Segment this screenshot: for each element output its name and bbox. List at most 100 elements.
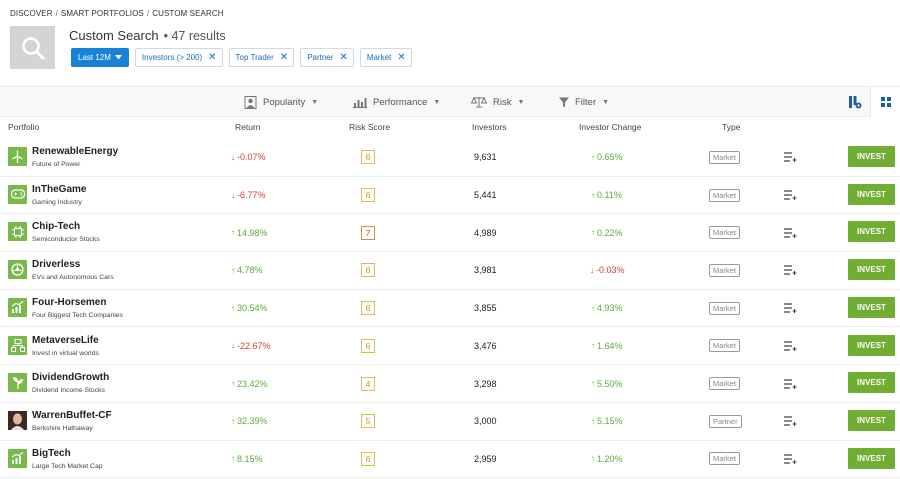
close-icon[interactable]: ✕ [279, 51, 289, 63]
investor-change-value: 0.65% [597, 152, 623, 163]
breadcrumb-discover[interactable]: DISCOVER [10, 9, 53, 18]
type-cell: Market [709, 214, 740, 251]
list-add-icon [784, 152, 797, 163]
portfolio-name[interactable]: InTheGame [32, 183, 87, 195]
filter-chip-label: Partner [307, 53, 334, 62]
risk-score-cell: 7 [361, 214, 375, 251]
table-row[interactable]: Four-Horsemen Four Biggest Tech Companie… [0, 290, 900, 328]
column-header-investor-change[interactable]: Investor Change [579, 122, 642, 132]
type-badge: Market [709, 226, 740, 240]
investor-change-value: 0.22% [597, 227, 623, 238]
portfolio-name[interactable]: Four-Horsemen [32, 296, 107, 308]
table-row[interactable]: InTheGame Gaming Industry ↓ -6.77% 6 5,4… [0, 177, 900, 215]
return-cell: ↑ 30.54% [231, 290, 268, 327]
portfolio-description: Dividend Income Stocks [32, 387, 105, 395]
table-row[interactable]: RenewableEnergy Future of Power ↓ -0.07%… [0, 139, 900, 177]
invest-button[interactable]: INVEST [848, 296, 895, 318]
investor-change-cell: ↑ 1.20% [591, 441, 623, 478]
type-badge: Market [709, 452, 740, 466]
table-row[interactable]: MetaverseLife Invest in virtual worlds ↓… [0, 328, 900, 366]
close-icon[interactable]: ✕ [397, 51, 406, 63]
portfolio-description: Gaming Industry [32, 198, 82, 206]
table-row[interactable]: WarrenBuffet-CF Berkshire Hathaway ↑ 32.… [0, 403, 900, 441]
portfolio-description: Future of Power [32, 161, 81, 168]
wind-turbine-icon [8, 147, 27, 166]
risk-score-cell: 4 [361, 365, 375, 402]
add-to-watchlist-button[interactable] [784, 365, 797, 402]
close-icon[interactable]: ✕ [208, 51, 217, 63]
return-value: 4.78% [237, 265, 263, 276]
arrow-up-icon: ↑ [591, 303, 595, 313]
add-to-watchlist-button[interactable] [784, 177, 797, 214]
portfolio-name[interactable]: Driverless [32, 259, 81, 271]
column-header-return[interactable]: Return [235, 122, 261, 132]
portfolio-name[interactable]: BigTech [32, 447, 71, 459]
portfolio-description: EVs and Autonomous Cars [32, 274, 114, 282]
growth-chart-icon [8, 297, 27, 317]
caret-down-icon: ▼ [433, 98, 441, 106]
type-cell: Market [709, 365, 740, 402]
invest-button[interactable]: INVEST [848, 334, 895, 356]
grid-view-button[interactable] [870, 87, 900, 117]
investor-change-value: 5.50% [597, 378, 623, 389]
invest-button[interactable]: INVEST [848, 409, 895, 431]
caret-down-icon: ▼ [311, 98, 319, 106]
table-row[interactable]: Chip-Tech Semiconductor Stocks ↑ 14.98% … [0, 214, 900, 253]
risk-score-badge: 6 [361, 188, 375, 203]
add-to-watchlist-button[interactable] [784, 403, 797, 440]
growth-chart-icon [8, 448, 27, 468]
type-badge: Market [709, 263, 740, 277]
return-value: 30.54% [237, 303, 268, 314]
list-add-icon [784, 378, 797, 389]
type-cell: Market [709, 290, 740, 327]
invest-button[interactable]: INVEST [848, 259, 895, 281]
filter-chip-partner[interactable]: Partner ✕ [300, 48, 354, 67]
add-to-watchlist-button[interactable] [784, 328, 797, 365]
invest-button[interactable]: INVEST [848, 221, 895, 243]
portfolio-name[interactable]: WarrenBuffet-CF [32, 409, 112, 421]
portfolio-name[interactable]: DividendGrowth [32, 372, 110, 384]
column-header-risk-score[interactable]: Risk Score [349, 122, 391, 132]
add-to-watchlist-button[interactable] [784, 441, 797, 478]
return-value: -6.77% [237, 190, 266, 201]
add-to-watchlist-button[interactable] [784, 139, 797, 176]
portfolio-name[interactable]: Chip-Tech [32, 221, 81, 233]
arrow-up-icon: ↑ [591, 379, 595, 389]
add-to-watchlist-button[interactable] [784, 252, 797, 289]
sort-risk[interactable]: Risk ▼ [471, 87, 524, 117]
table-row[interactable]: DividendGrowth Dividend Income Stocks ↑ … [0, 365, 900, 403]
arrow-up-icon: ↑ [231, 454, 235, 464]
invest-button[interactable]: INVEST [848, 183, 895, 205]
filter-chip-market[interactable]: Market ✕ [359, 48, 412, 67]
list-view-button[interactable] [840, 87, 870, 117]
arrow-up-icon: ↑ [591, 454, 595, 464]
sort-popularity[interactable]: Popularity ▼ [244, 87, 318, 117]
add-to-watchlist-button[interactable] [784, 290, 797, 327]
filter-chip-investors[interactable]: Investors (> 200) ✕ [134, 48, 223, 67]
investor-change-cell: ↑ 0.22% [591, 214, 623, 251]
invest-button[interactable]: INVEST [848, 447, 895, 469]
add-to-watchlist-button[interactable] [784, 214, 797, 251]
type-badge: Partner [709, 414, 742, 428]
return-cell: ↑ 8.15% [231, 441, 263, 478]
type-badge: Market [709, 188, 740, 202]
column-header-portfolio: Portfolio [8, 122, 40, 132]
close-icon[interactable]: ✕ [339, 51, 348, 63]
sort-performance[interactable]: Performance ▼ [353, 87, 440, 117]
sort-label: Filter [575, 96, 597, 108]
investor-change-value: 1.20% [597, 453, 623, 464]
sort-filter[interactable]: Filter ▼ [559, 87, 609, 117]
table-row[interactable]: BigTech Large Tech Market Cap ↑ 8.15% 6 … [0, 441, 900, 479]
arrow-up-icon: ↑ [231, 379, 235, 389]
breadcrumb-smart-portfolios[interactable]: SMART PORTFOLIOS [60, 9, 144, 18]
portfolio-name[interactable]: MetaverseLife [32, 334, 99, 346]
period-dropdown[interactable]: Last 12M [71, 48, 129, 67]
column-header-investors[interactable]: Investors [472, 122, 507, 132]
invest-button[interactable]: INVEST [848, 146, 895, 167]
table-row[interactable]: Driverless EVs and Autonomous Cars ↑ 4.7… [0, 252, 900, 290]
filter-chip-top-trader[interactable]: Top Trader ✕ [228, 48, 295, 67]
invest-button[interactable]: INVEST [848, 372, 895, 394]
portfolio-name[interactable]: RenewableEnergy [32, 146, 119, 157]
type-cell: Market [709, 139, 740, 176]
investor-change-value: -0.03% [596, 265, 625, 276]
